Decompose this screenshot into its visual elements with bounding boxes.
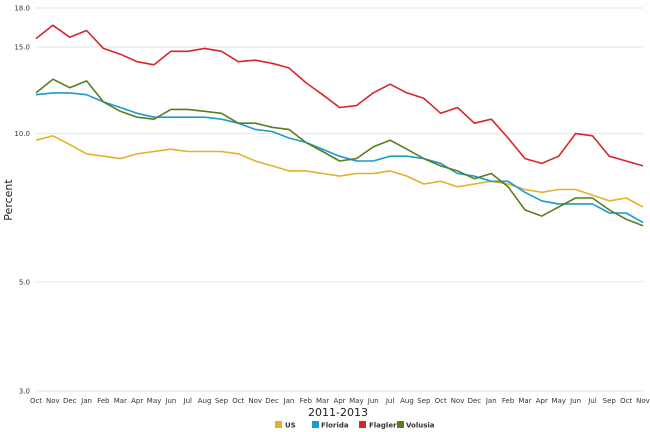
series-line-florida xyxy=(35,92,644,224)
x-tick-label: Feb xyxy=(502,397,515,405)
x-tick-label: Mar xyxy=(114,397,127,405)
series-line-volusia xyxy=(35,78,644,227)
x-axis-ticks: Oct Nov Dec Jan Feb Mar Apr May Jun Jul Aug Sep Oct N… xyxy=(30,397,650,405)
x-tick-label: Nov xyxy=(46,397,60,405)
x-tick-label: Jul xyxy=(183,397,193,405)
x-tick-label: Aug xyxy=(198,397,212,405)
legend-label: US xyxy=(285,422,296,430)
x-tick-label: Jul xyxy=(587,397,597,405)
legend-swatch-volusia xyxy=(397,421,404,428)
legend-swatch-flagler xyxy=(359,421,366,428)
x-tick-label: Nov xyxy=(248,397,262,405)
x-tick-label: Apr xyxy=(536,397,548,405)
x-tick-label: Nov xyxy=(636,397,650,405)
x-tick-label: Dec xyxy=(265,397,279,405)
legend-label: Volusia xyxy=(406,422,435,430)
series-line-flagler xyxy=(35,24,644,167)
x-tick-label: Feb xyxy=(300,397,313,405)
x-tick-label: May xyxy=(147,397,161,405)
y-tick-label: 18.0 xyxy=(14,5,30,13)
legend-label: Florida xyxy=(321,422,349,430)
x-tick-label: May xyxy=(551,397,565,405)
x-tick-label: Jan xyxy=(80,397,92,405)
x-tick-label: Jun xyxy=(569,397,581,405)
x-tick-label: Jun xyxy=(367,397,379,405)
x-tick-label: Sep xyxy=(603,397,617,405)
x-tick-label: Mar xyxy=(316,397,329,405)
x-axis-title: 2011-2013 xyxy=(308,406,368,419)
x-tick-label: Oct xyxy=(620,397,632,405)
gridlines xyxy=(36,7,643,392)
x-tick-label: Aug xyxy=(400,397,414,405)
x-tick-label: Sep xyxy=(417,397,431,405)
x-tick-label: Jun xyxy=(164,397,176,405)
y-tick-label: 3.0 xyxy=(19,388,30,396)
x-tick-label: Oct xyxy=(232,397,244,405)
x-tick-label: Sep xyxy=(215,397,229,405)
legend-swatch-us xyxy=(275,421,282,428)
x-tick-label: Apr xyxy=(333,397,345,405)
legend-label: Flagler xyxy=(369,422,397,430)
x-tick-label: Nov xyxy=(451,397,465,405)
x-tick-label: Jan xyxy=(485,397,497,405)
series-line-us xyxy=(35,135,644,208)
legend-swatch-florida xyxy=(312,421,319,428)
x-tick-label: Oct xyxy=(435,397,447,405)
x-tick-label: Dec xyxy=(468,397,482,405)
y-tick-label: 15.0 xyxy=(14,43,30,51)
y-axis-title: Percent xyxy=(2,179,15,221)
legend: US Florida Flagler Volusia xyxy=(275,421,435,430)
x-tick-label: Mar xyxy=(518,397,531,405)
y-axis-ticks: 3.0 5.0 10.0 15.0 18.0 xyxy=(14,5,30,396)
series-lines xyxy=(35,24,644,227)
x-tick-label: Oct xyxy=(30,397,42,405)
x-tick-label: Dec xyxy=(63,397,77,405)
x-tick-label: Jul xyxy=(385,397,395,405)
x-tick-label: Feb xyxy=(97,397,110,405)
y-tick-label: 5.0 xyxy=(19,278,30,286)
x-tick-label: Jan xyxy=(283,397,295,405)
x-tick-label: May xyxy=(349,397,363,405)
x-tick-label: Apr xyxy=(131,397,143,405)
y-tick-label: 10.0 xyxy=(14,130,30,138)
